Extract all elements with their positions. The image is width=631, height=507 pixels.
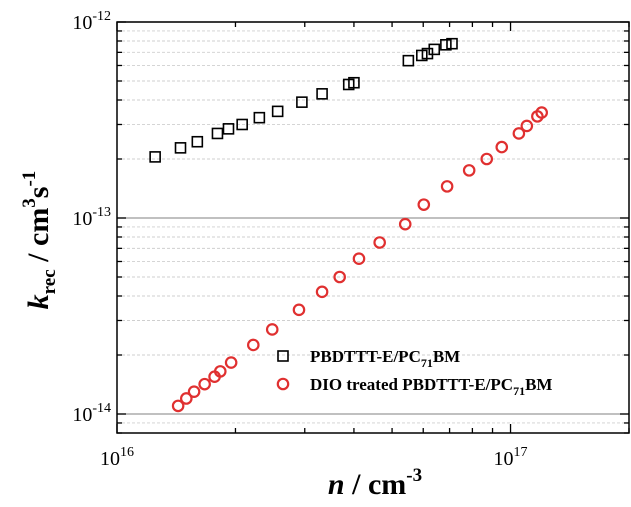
legend-marker [276, 377, 290, 391]
legend-marker [277, 350, 289, 362]
y-tick-label-base: 10 [72, 404, 92, 426]
data-point [174, 142, 187, 154]
series-layer [149, 37, 548, 413]
data-point [224, 356, 238, 369]
legend-label-suffix: BM [433, 347, 460, 366]
data-point [348, 76, 360, 89]
x-tick-label-exponent: 17 [514, 445, 528, 460]
data-point [292, 303, 306, 317]
y-tick-label-base: 10 [72, 208, 92, 230]
plot-frame [116, 21, 630, 434]
x-tick-label: 1017 [494, 445, 528, 470]
y-tick-label-base: 10 [72, 12, 92, 34]
data-point [265, 323, 279, 336]
data-point [535, 106, 548, 119]
y-tick-label-exponent: -13 [92, 205, 111, 220]
data-point [462, 164, 476, 177]
data-point [512, 127, 526, 140]
data-point [222, 123, 235, 135]
data-point [296, 96, 308, 108]
y-axis-slash: / [22, 246, 55, 269]
x-axis-unit-exponent: -3 [406, 465, 422, 486]
data-point [198, 377, 211, 391]
data-point [271, 105, 284, 118]
x-tick-label-base: 10 [494, 448, 514, 470]
legend-label-suffix: BM [525, 375, 552, 394]
legend-label-main: PBDTTT-E/PC [310, 347, 421, 366]
y-axis-subscript: rec [39, 269, 60, 294]
data-point [247, 338, 260, 352]
ticks-layer [116, 21, 630, 434]
legend-label-main: DIO treated PBDTTT-E/PC [310, 375, 513, 394]
y-tick-label: 10-14 [72, 401, 111, 426]
data-point [171, 399, 185, 413]
data-point [446, 37, 458, 50]
y-axis-unit-2: s [22, 187, 55, 199]
x-tick-label-base: 10 [100, 448, 120, 470]
y-axis-unit-exponent-1: 3 [19, 198, 40, 208]
data-point [373, 236, 386, 249]
data-point [211, 127, 224, 140]
data-point [191, 135, 204, 148]
y-axis-symbol: k [22, 294, 55, 309]
data-point [315, 285, 329, 299]
data-point [520, 119, 534, 133]
y-tick-label: 10-13 [72, 205, 111, 230]
data-point [213, 365, 227, 378]
data-point [495, 140, 509, 154]
x-tick-label-exponent: 16 [120, 445, 134, 460]
data-point [398, 217, 412, 231]
data-point [236, 118, 248, 131]
x-axis-slash: / [345, 468, 368, 501]
data-point [417, 198, 431, 211]
data-point [333, 270, 346, 284]
grid-layer [117, 21, 629, 434]
legend-label-subscript: 71 [513, 384, 525, 398]
data-point [428, 43, 441, 56]
data-point [253, 111, 266, 124]
x-axis-unit: cm [368, 468, 406, 501]
data-point [149, 151, 161, 163]
legend-item: PBDTTT-E/PC71BM [277, 347, 460, 370]
legend-label: PBDTTT-E/PC71BM [310, 347, 460, 370]
y-tick-label-exponent: -12 [92, 9, 111, 24]
y-axis-unit-1: cm [22, 208, 55, 246]
series-2 [171, 106, 548, 413]
data-point [187, 385, 201, 398]
data-point [440, 180, 454, 193]
data-point [352, 252, 366, 265]
y-tick-label-exponent: -14 [92, 401, 111, 416]
legend-label-subscript: 71 [421, 356, 433, 370]
data-point [402, 54, 415, 67]
legend-label: DIO treated PBDTTT-E/PC71BM [310, 375, 552, 398]
y-axis-unit-exponent-2: -1 [19, 171, 40, 187]
data-point [480, 152, 494, 166]
y-axis-title: krec / cm3s-1 [19, 171, 60, 310]
data-point [316, 88, 328, 100]
data-point [179, 392, 193, 405]
legend-item: DIO treated PBDTTT-E/PC71BM [276, 375, 552, 398]
y-tick-label: 10-12 [72, 9, 111, 34]
x-axis-symbol: n [328, 468, 345, 501]
x-tick-label: 1016 [100, 445, 134, 470]
x-axis-title: n / cm-3 [328, 465, 422, 501]
data-point [440, 39, 452, 51]
series-1 [149, 37, 458, 163]
